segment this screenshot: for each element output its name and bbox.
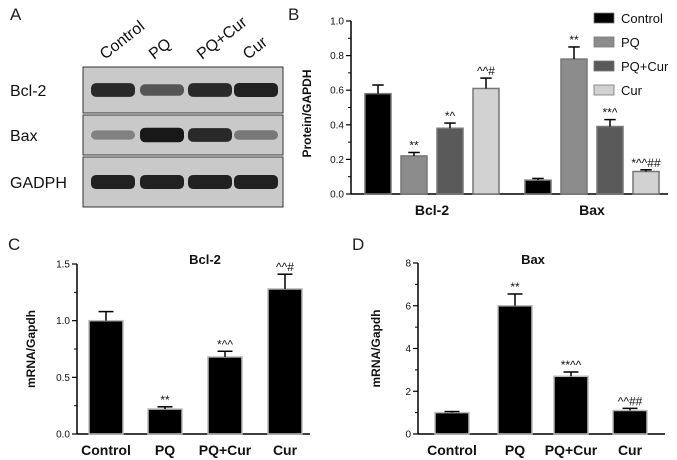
legend-label: Cur bbox=[621, 83, 643, 98]
y-tick-label: 0.8 bbox=[330, 51, 344, 62]
significance-label: ** bbox=[569, 33, 579, 47]
y-tick-label: 0.2 bbox=[330, 155, 344, 166]
blot-band bbox=[234, 174, 278, 190]
significance-label: *^^## bbox=[631, 156, 661, 170]
bar bbox=[497, 305, 533, 435]
blot-band bbox=[91, 174, 135, 190]
legend-swatch bbox=[593, 84, 615, 96]
x-category-label: PQ+Cur bbox=[545, 442, 598, 458]
x-category-label: Bcl-2 bbox=[415, 202, 449, 218]
blot-band bbox=[91, 130, 135, 140]
bar bbox=[553, 375, 589, 435]
y-tick-label: 6 bbox=[405, 301, 411, 312]
y-tick-label: 1.5 bbox=[56, 260, 70, 271]
bar bbox=[207, 356, 243, 435]
bar bbox=[400, 155, 428, 195]
y-tick-label: 0.0 bbox=[56, 430, 70, 441]
panel-label-b: B bbox=[288, 5, 299, 24]
y-tick-label: 1.0 bbox=[330, 17, 344, 28]
legend-label: PQ bbox=[621, 35, 640, 50]
blot-row-label: Bax bbox=[10, 128, 38, 145]
blot-column-label: PQ bbox=[146, 36, 175, 64]
x-category-label: Bax bbox=[579, 202, 605, 218]
x-category-label: Cur bbox=[618, 442, 643, 458]
blot-column-label: Cur bbox=[240, 33, 271, 63]
blot-row: Bcl-2 bbox=[10, 66, 284, 114]
y-tick-label: 4 bbox=[405, 344, 411, 355]
bar bbox=[147, 408, 183, 435]
x-category-label: PQ bbox=[155, 442, 175, 458]
bar bbox=[434, 411, 470, 435]
bar bbox=[560, 58, 588, 195]
blot-row: GADPH bbox=[10, 156, 284, 208]
legend-label: Control bbox=[621, 11, 663, 26]
y-axis-label: Protein/GAPDH bbox=[300, 69, 314, 157]
blot-band bbox=[188, 83, 232, 97]
x-category-label: PQ+Cur bbox=[199, 442, 252, 458]
bar bbox=[267, 288, 303, 435]
x-category-label: Control bbox=[81, 442, 131, 458]
bar bbox=[472, 87, 500, 195]
legend-swatch bbox=[593, 12, 615, 24]
chart-title: Bcl-2 bbox=[189, 252, 221, 267]
y-tick-label: 8 bbox=[405, 259, 411, 270]
significance-label: ** bbox=[160, 393, 170, 407]
blot-band bbox=[188, 128, 232, 142]
panel-label-c: C bbox=[8, 235, 20, 254]
y-tick-label: 0.0 bbox=[330, 190, 344, 201]
blot-column-label: Control bbox=[97, 18, 148, 63]
blot-row-label: Bcl-2 bbox=[10, 83, 47, 100]
legend-swatch bbox=[593, 60, 615, 72]
significance-label: *^ bbox=[445, 109, 456, 123]
y-axis-label: mRNA/Gapdh bbox=[369, 310, 383, 388]
significance-label: ^^# bbox=[477, 64, 495, 78]
y-tick-label: 0.6 bbox=[330, 86, 344, 97]
x-category-label: Control bbox=[427, 442, 477, 458]
chart-panel-b: 0.0 0.2 0.4 0.6 0.8 1.0 Protein/GAPDH ** ** *^ **^… bbox=[300, 11, 669, 218]
significance-label: ** bbox=[409, 138, 419, 152]
panel-label-d: D bbox=[352, 235, 364, 254]
chart-panel-d: 0 2 4 6 8 mRNA/Gapdh Bax Control ** PQ **^^ PQ+Cur ^… bbox=[369, 252, 665, 458]
blot-band bbox=[234, 130, 278, 140]
y-tick-label: 0.5 bbox=[56, 373, 70, 384]
panel-label-a: A bbox=[10, 5, 22, 24]
bar bbox=[596, 125, 624, 195]
y-axis-label: mRNA/Gapdh bbox=[24, 310, 38, 388]
blot-band bbox=[140, 84, 184, 96]
blot-rows: Bcl-2 Bax GADPH bbox=[10, 66, 284, 208]
blot-band bbox=[91, 83, 135, 97]
y-tick-label: 2 bbox=[405, 387, 411, 398]
bar bbox=[88, 319, 124, 435]
bar bbox=[436, 127, 464, 195]
blot-row: Bax bbox=[10, 114, 284, 156]
significance-label: ^^# bbox=[276, 260, 294, 274]
blot-band bbox=[140, 127, 184, 143]
y-tick-label: 0 bbox=[405, 430, 411, 441]
significance-label: ^^## bbox=[618, 394, 643, 408]
legend-swatch bbox=[593, 36, 615, 48]
significance-label: ** bbox=[510, 280, 520, 294]
bar bbox=[612, 409, 648, 435]
blot-band bbox=[234, 82, 278, 98]
x-category-label: Cur bbox=[273, 442, 298, 458]
blot-column-label: PQ+Cur bbox=[194, 13, 251, 63]
chart-panel-c: 0.0 0.5 1.0 1.5 mRNA/Gapdh Bcl-2 Control ** PQ *^… bbox=[24, 252, 310, 458]
bar bbox=[632, 170, 660, 195]
bar bbox=[364, 92, 392, 195]
y-tick-label: 0.4 bbox=[330, 120, 344, 131]
y-tick-label: 1.0 bbox=[56, 316, 70, 327]
significance-label: **^^ bbox=[561, 358, 582, 372]
blot-row-label: GADPH bbox=[10, 175, 67, 192]
blot-band bbox=[188, 174, 232, 190]
x-category-label: PQ bbox=[505, 442, 525, 458]
bar bbox=[524, 179, 552, 195]
chart-title: Bax bbox=[521, 252, 546, 267]
blot-band bbox=[140, 174, 184, 190]
legend-label: PQ+Cur bbox=[621, 59, 669, 74]
significance-label: *^^ bbox=[217, 337, 233, 351]
significance-label: **^ bbox=[603, 106, 618, 120]
